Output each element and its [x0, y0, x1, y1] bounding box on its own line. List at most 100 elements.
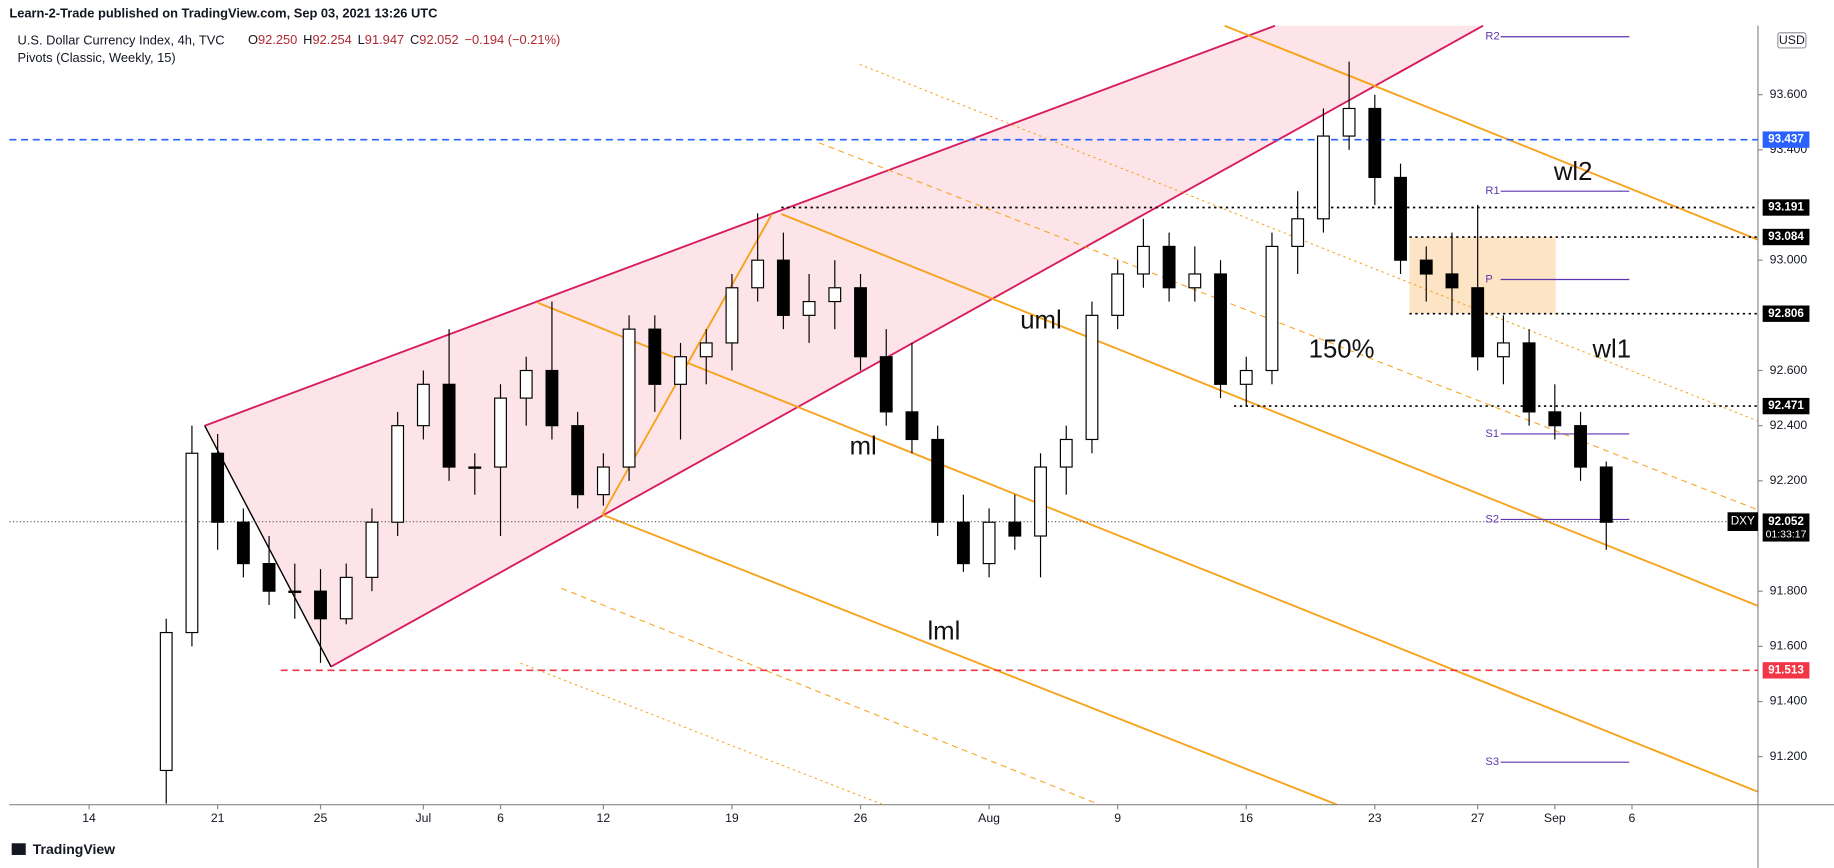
- countdown: 01:33:17: [1766, 528, 1807, 540]
- candle-body: [339, 576, 353, 620]
- candle-body: [1394, 176, 1407, 261]
- warning-line: [818, 142, 1759, 511]
- annotation: wl2: [1553, 158, 1593, 186]
- candle-body: [314, 590, 327, 620]
- ohlc-key: H: [303, 32, 312, 47]
- x-tick-label: 14: [82, 811, 96, 825]
- candle-body: [1214, 273, 1227, 385]
- candle-body: [1085, 314, 1099, 441]
- x-tick-label: 12: [597, 811, 611, 825]
- change: −0.194 (−0.21%): [465, 32, 561, 47]
- drawings: [204, 24, 1759, 806]
- pitchfork-line: [780, 213, 1759, 607]
- level-box: [1762, 662, 1810, 679]
- candle-body: [1445, 273, 1459, 289]
- candle-body: [288, 590, 302, 593]
- candle-body: [622, 328, 636, 468]
- level-box: [1762, 131, 1810, 148]
- level-box: [1762, 305, 1810, 322]
- candle-body: [1471, 287, 1485, 358]
- y-tick-label: 93.600: [1770, 87, 1808, 101]
- candle-body: [1316, 135, 1330, 220]
- wedge-line: [330, 24, 1484, 668]
- annotation: uml: [1020, 306, 1061, 334]
- ticker: DXY: [1731, 515, 1755, 528]
- candle-body: [211, 452, 225, 523]
- candle-body: [1291, 218, 1305, 247]
- candle-body: [674, 356, 687, 385]
- candle-body: [416, 383, 430, 427]
- level-box: [1762, 199, 1810, 216]
- ohlc-key: L: [358, 32, 365, 47]
- x-tick-label: 6: [497, 811, 504, 825]
- warning-line: [520, 662, 884, 806]
- y-tick-label: 91.600: [1770, 639, 1808, 653]
- x-tick-label: 16: [1239, 811, 1253, 825]
- candle-body: [1548, 411, 1562, 427]
- last-price-label: 92.052: [1768, 515, 1804, 528]
- candle-body: [545, 369, 559, 427]
- level-label: 93.191: [1768, 201, 1804, 214]
- pivot-label: S1: [1485, 428, 1499, 440]
- candle-body: [1496, 342, 1510, 358]
- ohlc-value: 92.052: [419, 32, 458, 47]
- ohlc-value: 92.254: [312, 32, 351, 47]
- candle-body: [519, 369, 533, 399]
- last-price-box: [1762, 513, 1810, 542]
- logo: [11, 843, 26, 855]
- y-tick-label: 92.600: [1770, 363, 1808, 377]
- candle-body: [1599, 466, 1613, 523]
- y-tick-label: 92.200: [1770, 473, 1808, 487]
- currency-box: [1777, 32, 1807, 49]
- ohlc-key: O: [248, 32, 258, 47]
- candle-body: [931, 438, 945, 523]
- candles: [159, 61, 1613, 804]
- pitchfork-line: [1224, 24, 1759, 241]
- candle-body: [1265, 245, 1279, 372]
- x-tick-label: 9: [1114, 811, 1121, 825]
- pivot-label: S3: [1485, 756, 1499, 768]
- y-tick-label: 91.400: [1770, 694, 1808, 708]
- candle-body: [802, 300, 816, 316]
- candle-body: [776, 259, 790, 316]
- x-tick-label: 19: [725, 811, 739, 825]
- published: Learn-2-Trade published on TradingView.c…: [9, 5, 437, 20]
- candle-body: [956, 521, 970, 565]
- candle-body: [879, 356, 893, 413]
- wedge-fill: [204, 25, 1484, 667]
- candle-body: [725, 287, 739, 344]
- pivot-label: S2: [1485, 513, 1499, 525]
- currency: USD: [1779, 33, 1805, 47]
- candle-body: [159, 631, 173, 772]
- candle-body: [1111, 273, 1125, 316]
- ohlc-key: C: [410, 32, 419, 47]
- candle-body: [751, 259, 765, 289]
- x-tick-label: Jul: [416, 811, 432, 825]
- candle-body: [391, 425, 405, 523]
- x-tick-label: 6: [1629, 811, 1636, 825]
- candle-body: [1034, 466, 1047, 537]
- ohlc: O92.250 H92.254 L91.947 C92.052 −0.194 (−0.2…: [248, 32, 560, 47]
- level-label: 93.084: [1768, 230, 1804, 243]
- candle-body: [442, 383, 456, 468]
- candle-body: [982, 521, 996, 565]
- level-box: [1762, 228, 1810, 246]
- candle-body: [1522, 342, 1536, 413]
- candle-body: [185, 452, 199, 634]
- wedge-line: [204, 24, 1276, 427]
- warning-line: [561, 587, 1100, 806]
- candle-body: [1162, 245, 1176, 289]
- trend-line: [204, 425, 332, 667]
- footer: TradingView: [11, 841, 115, 857]
- ohlc-value: 92.250: [258, 32, 297, 47]
- candle-body: [828, 287, 842, 303]
- candle-body: [1574, 425, 1587, 468]
- candle-body: [1368, 107, 1382, 179]
- pivot-label: R2: [1485, 31, 1499, 43]
- pivot-label: P: [1485, 273, 1492, 285]
- annotation: wl1: [1591, 336, 1631, 364]
- candle-body: [905, 411, 919, 441]
- candle-body: [365, 521, 379, 578]
